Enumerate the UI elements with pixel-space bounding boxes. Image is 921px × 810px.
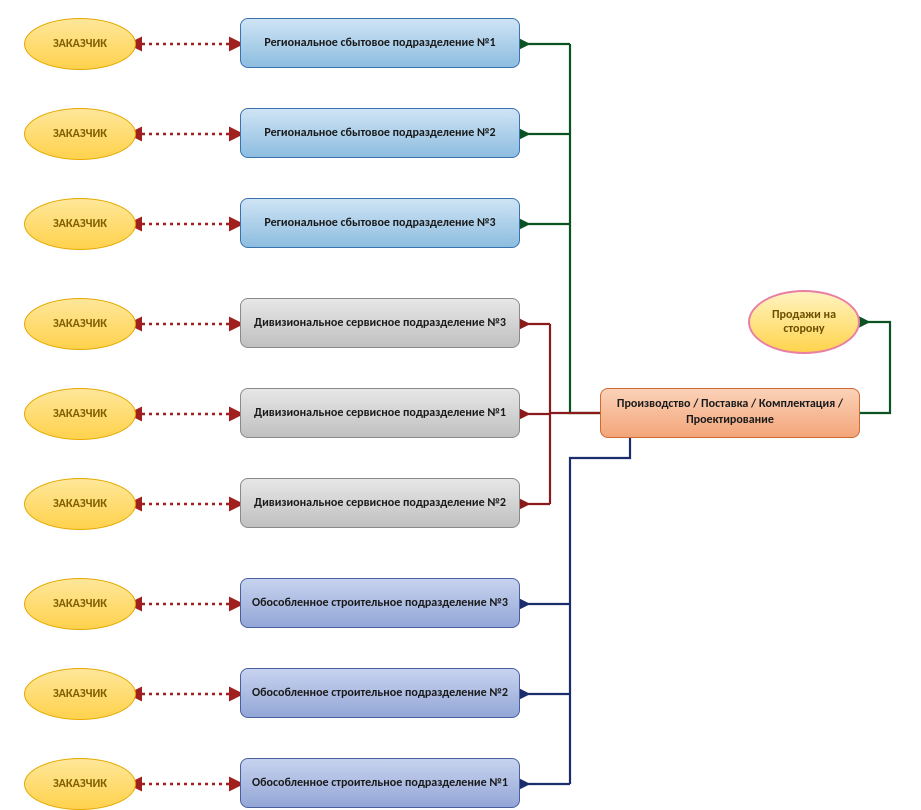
customer-4-label: ЗАКАЗЧИК (53, 317, 107, 331)
customer-7: ЗАКАЗЧИК (24, 578, 136, 630)
customer-3: ЗАКАЗЧИК (24, 198, 136, 250)
dept-div1-label: Дивизиональное сервисное подразделение №… (254, 406, 506, 421)
customer-5-label: ЗАКАЗЧИК (53, 407, 107, 421)
customer-6-label: ЗАКАЗЧИК (53, 497, 107, 511)
dept-con3: Обособленное строительное подразделение … (240, 578, 520, 628)
dept-div2: Дивизиональное сервисное подразделение №… (240, 478, 520, 528)
dept-con1-label: Обособленное строительное подразделение … (252, 776, 508, 791)
customer-9-label: ЗАКАЗЧИК (53, 777, 107, 791)
dept-reg1-label: Региональное сбытовое подразделение №1 (264, 36, 495, 51)
customer-5: ЗАКАЗЧИК (24, 388, 136, 440)
dept-div3-label: Дивизиональное сервисное подразделение №… (254, 316, 506, 331)
production: Производство / Поставка / Комплектация /… (600, 388, 860, 438)
diagram-canvas: ЗАКАЗЧИК ЗАКАЗЧИК ЗАКАЗЧИК ЗАКАЗЧИК ЗАКАЗЧИК… (0, 0, 921, 807)
customer-8-label: ЗАКАЗЧИК (53, 687, 107, 701)
sales-side-label: Продажи на сторону (754, 308, 854, 337)
dept-reg3: Региональное сбытовое подразделение №3 (240, 198, 520, 248)
dept-con2: Обособленное строительное подразделение … (240, 668, 520, 718)
customer-4: ЗАКАЗЧИК (24, 298, 136, 350)
sales-side: Продажи на сторону (748, 290, 860, 354)
dept-con3-label: Обособленное строительное подразделение … (252, 596, 508, 611)
customer-1-label: ЗАКАЗЧИК (53, 37, 107, 51)
customer-8: ЗАКАЗЧИК (24, 668, 136, 720)
dept-reg2-label: Региональное сбытовое подразделение №2 (264, 126, 495, 141)
customer-9: ЗАКАЗЧИК (24, 758, 136, 810)
customer-7-label: ЗАКАЗЧИК (53, 597, 107, 611)
dept-con1: Обособленное строительное подразделение … (240, 758, 520, 808)
customer-2: ЗАКАЗЧИК (24, 108, 136, 160)
dept-reg2: Региональное сбытовое подразделение №2 (240, 108, 520, 158)
dept-div2-label: Дивизиональное сервисное подразделение №… (254, 496, 506, 511)
dept-con2-label: Обособленное строительное подразделение … (252, 686, 508, 701)
dept-div1: Дивизиональное сервисное подразделение №… (240, 388, 520, 438)
production-label: Производство / Поставка / Комплектация /… (609, 397, 851, 428)
customer-1: ЗАКАЗЧИК (24, 18, 136, 70)
dept-reg1: Региональное сбытовое подразделение №1 (240, 18, 520, 68)
customer-3-label: ЗАКАЗЧИК (53, 217, 107, 231)
customer-2-label: ЗАКАЗЧИК (53, 127, 107, 141)
dept-reg3-label: Региональное сбытовое подразделение №3 (264, 216, 495, 231)
dept-div3: Дивизиональное сервисное подразделение №… (240, 298, 520, 348)
customer-6: ЗАКАЗЧИК (24, 478, 136, 530)
